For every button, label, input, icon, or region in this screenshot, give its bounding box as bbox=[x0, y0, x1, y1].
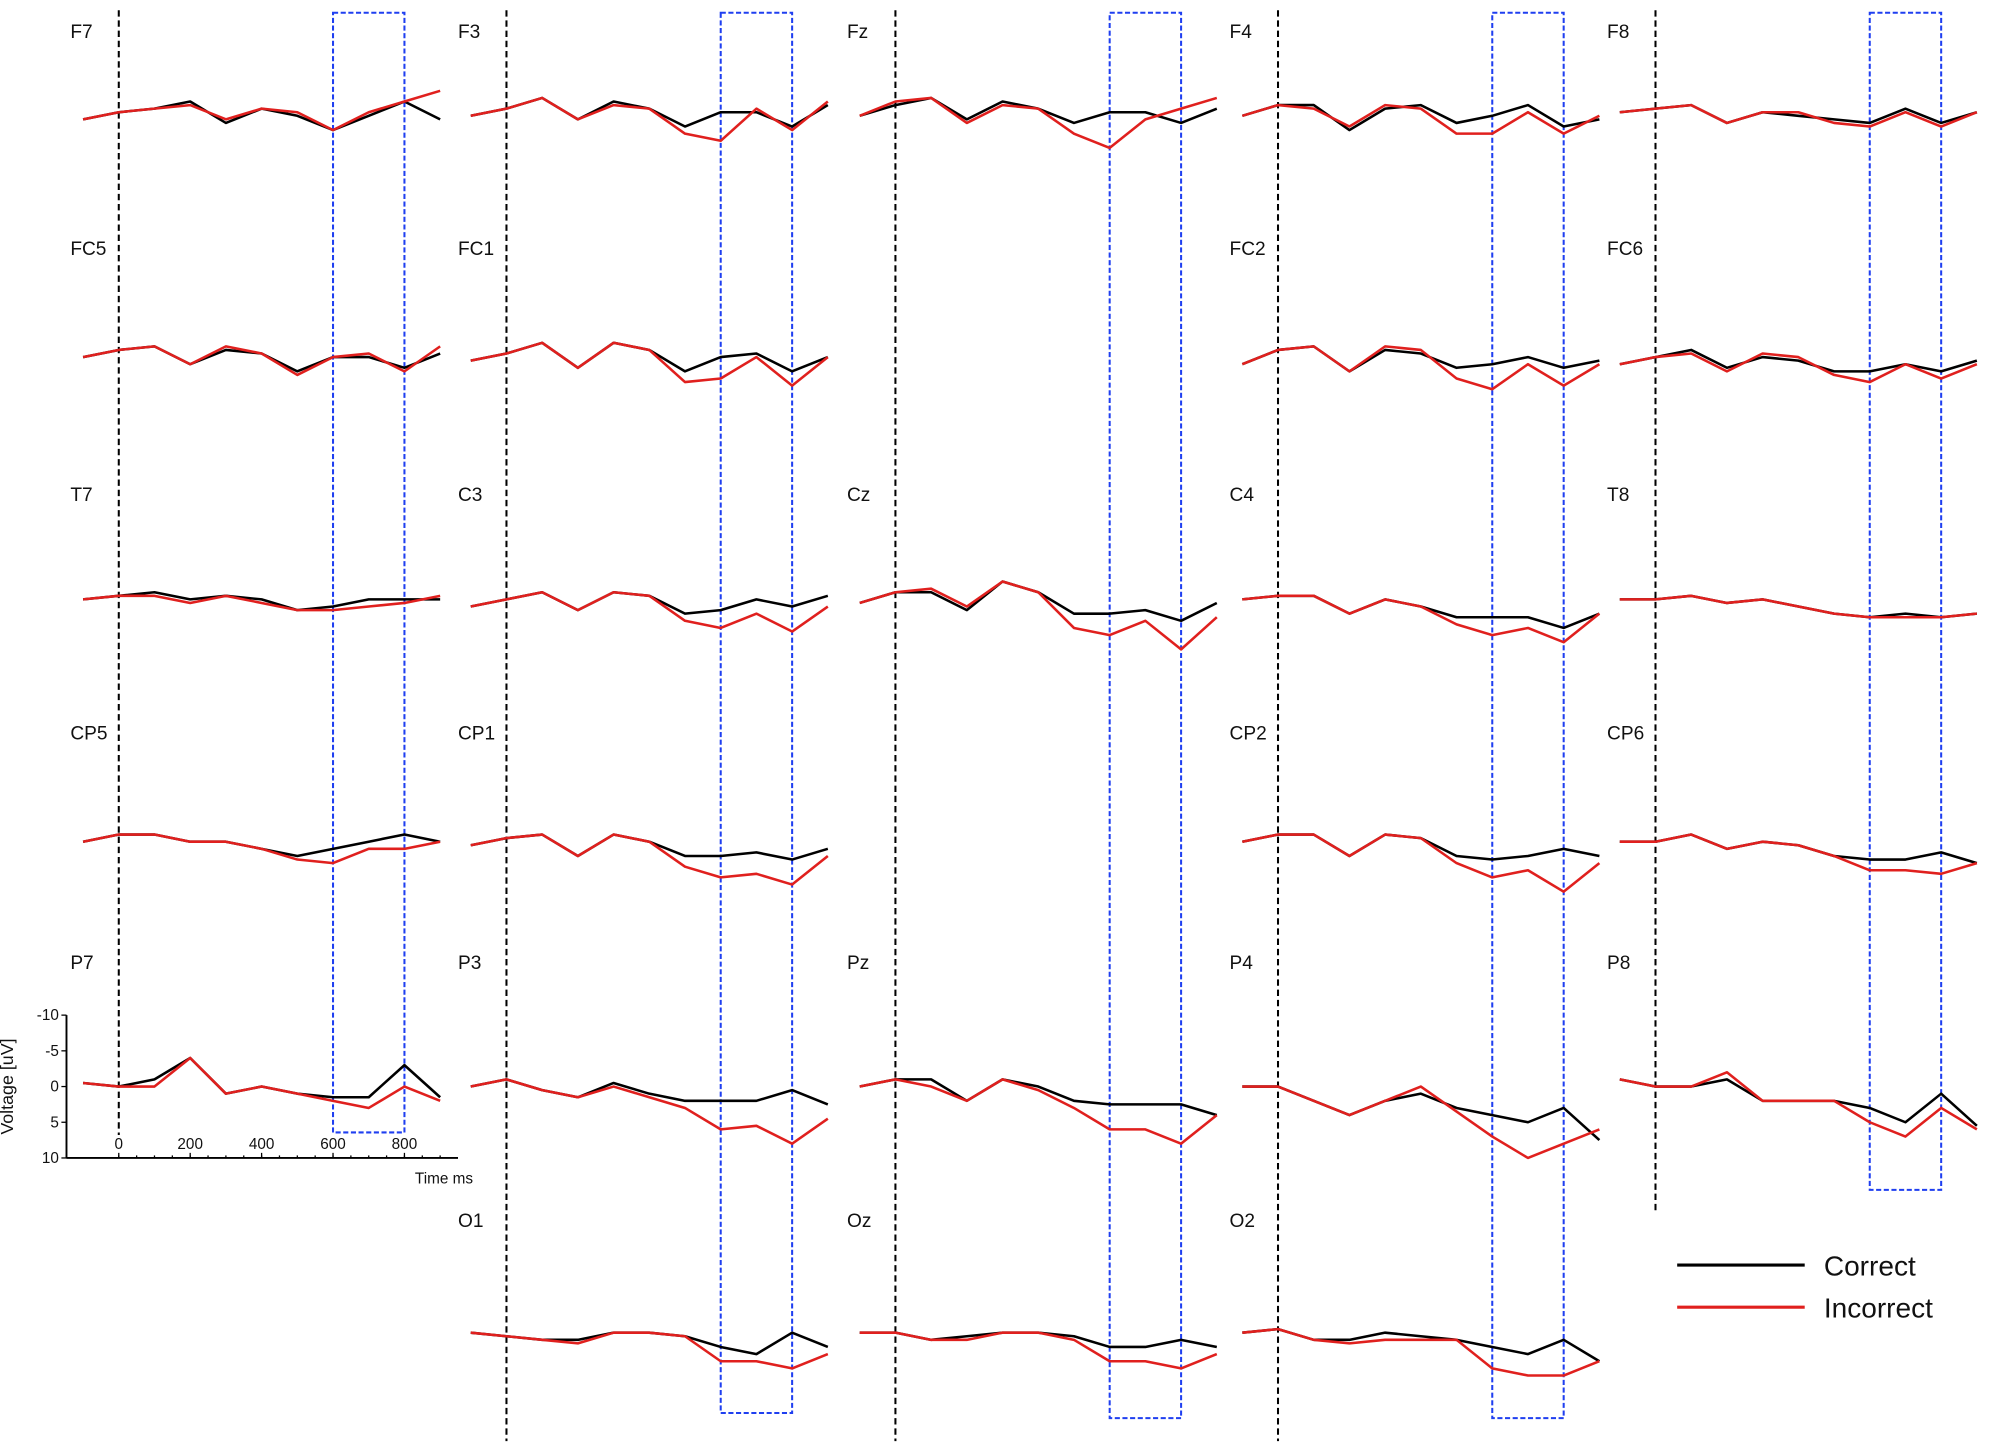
channel-label: Oz bbox=[847, 1211, 871, 1232]
channel-label: FC1 bbox=[458, 239, 494, 260]
y-tick-label: 5 bbox=[50, 1114, 59, 1131]
channel-label: P4 bbox=[1230, 953, 1254, 974]
erp-trace bbox=[470, 341, 829, 387]
erp-trace bbox=[1619, 352, 1978, 384]
erp-trace bbox=[82, 1056, 441, 1110]
erp-trace bbox=[1619, 103, 1978, 128]
erp-trace bbox=[1619, 833, 1978, 876]
x-tick-label: 0 bbox=[115, 1136, 124, 1153]
channel-label: CP6 bbox=[1607, 724, 1644, 745]
erp-trace bbox=[1241, 345, 1601, 391]
erp-trace bbox=[859, 1331, 1218, 1349]
x-tick-label: 400 bbox=[249, 1136, 275, 1153]
erp-trace bbox=[859, 580, 1218, 651]
erp-trace bbox=[1619, 594, 1977, 619]
y-tick-label: -5 bbox=[45, 1043, 59, 1060]
analysis-window bbox=[1108, 11, 1183, 1420]
legend-label: Incorrect bbox=[1824, 1292, 1933, 1323]
channel-label: Pz bbox=[847, 953, 869, 974]
channel-label: C4 bbox=[1230, 485, 1255, 506]
erp-trace bbox=[1242, 594, 1601, 644]
y-axis-label: Voltage [uV] bbox=[0, 1038, 17, 1134]
erp-trace bbox=[859, 1078, 1218, 1117]
erp-trace bbox=[1242, 833, 1601, 893]
x-tick-label: 800 bbox=[392, 1136, 418, 1153]
erp-trace bbox=[82, 833, 441, 865]
erp-trace bbox=[1619, 1070, 1978, 1138]
channel-label: T7 bbox=[70, 485, 92, 506]
channel-label: F3 bbox=[458, 22, 480, 43]
channel-label: CP1 bbox=[458, 724, 495, 745]
channel-label: T8 bbox=[1607, 485, 1629, 506]
channel-label: CP2 bbox=[1230, 724, 1267, 745]
erp-trace bbox=[82, 590, 441, 612]
erp-trace bbox=[470, 96, 829, 143]
analysis-window bbox=[1491, 11, 1565, 1420]
erp-trace bbox=[470, 833, 829, 886]
analysis-window bbox=[332, 11, 406, 1134]
erp-trace bbox=[82, 833, 441, 858]
channel-label: F7 bbox=[70, 22, 92, 43]
erp-trace bbox=[1619, 348, 1978, 373]
x-tick-label: 200 bbox=[177, 1136, 203, 1153]
channel-label: F4 bbox=[1230, 22, 1253, 43]
channel-label: FC5 bbox=[70, 239, 106, 260]
y-tick-label: 10 bbox=[42, 1150, 59, 1167]
channel-label: FC6 bbox=[1607, 239, 1643, 260]
channel-label: CP5 bbox=[70, 724, 107, 745]
y-tick-label: 0 bbox=[50, 1079, 59, 1096]
erp-trace bbox=[1242, 594, 1600, 630]
erp-trace bbox=[859, 1331, 1218, 1370]
erp-trace bbox=[82, 345, 441, 377]
channel-label: O1 bbox=[458, 1211, 484, 1232]
y-tick-label: -10 bbox=[37, 1007, 59, 1024]
erp-trace bbox=[470, 1331, 829, 1356]
erp-trace bbox=[82, 1056, 442, 1099]
legend-label: Correct bbox=[1824, 1250, 1916, 1281]
channel-label: O2 bbox=[1230, 1211, 1256, 1232]
erp-trace bbox=[1242, 1085, 1600, 1160]
channel-label: P7 bbox=[70, 953, 93, 974]
analysis-window bbox=[1868, 11, 1943, 1191]
erp-trace bbox=[859, 96, 1218, 150]
channel-label: Fz bbox=[847, 22, 868, 43]
analysis-window bbox=[719, 11, 794, 1415]
erp-trace bbox=[1241, 103, 1600, 132]
x-tick-label: 600 bbox=[320, 1136, 346, 1153]
channel-label: P8 bbox=[1607, 953, 1630, 974]
channel-label: P3 bbox=[458, 953, 481, 974]
erp-trace bbox=[1241, 103, 1600, 135]
erp-trace bbox=[859, 96, 1218, 125]
erp-trace bbox=[470, 833, 829, 861]
erp-trace bbox=[470, 1078, 829, 1106]
erp-trace bbox=[82, 89, 441, 132]
channel-label: C3 bbox=[458, 485, 482, 506]
channel-label: Cz bbox=[847, 485, 870, 506]
erp-trace bbox=[470, 1331, 829, 1370]
channel-label: F8 bbox=[1607, 22, 1629, 43]
erp-trace bbox=[1242, 1327, 1600, 1377]
erp-trace bbox=[82, 594, 441, 612]
erp-trace bbox=[859, 580, 1218, 623]
channel-label: FC2 bbox=[1230, 239, 1266, 260]
erp-trace bbox=[470, 1078, 829, 1145]
erp-trace bbox=[82, 345, 441, 373]
erp-trace bbox=[470, 590, 829, 633]
x-axis-label: Time ms bbox=[415, 1170, 473, 1187]
erp-trace bbox=[859, 1078, 1218, 1145]
